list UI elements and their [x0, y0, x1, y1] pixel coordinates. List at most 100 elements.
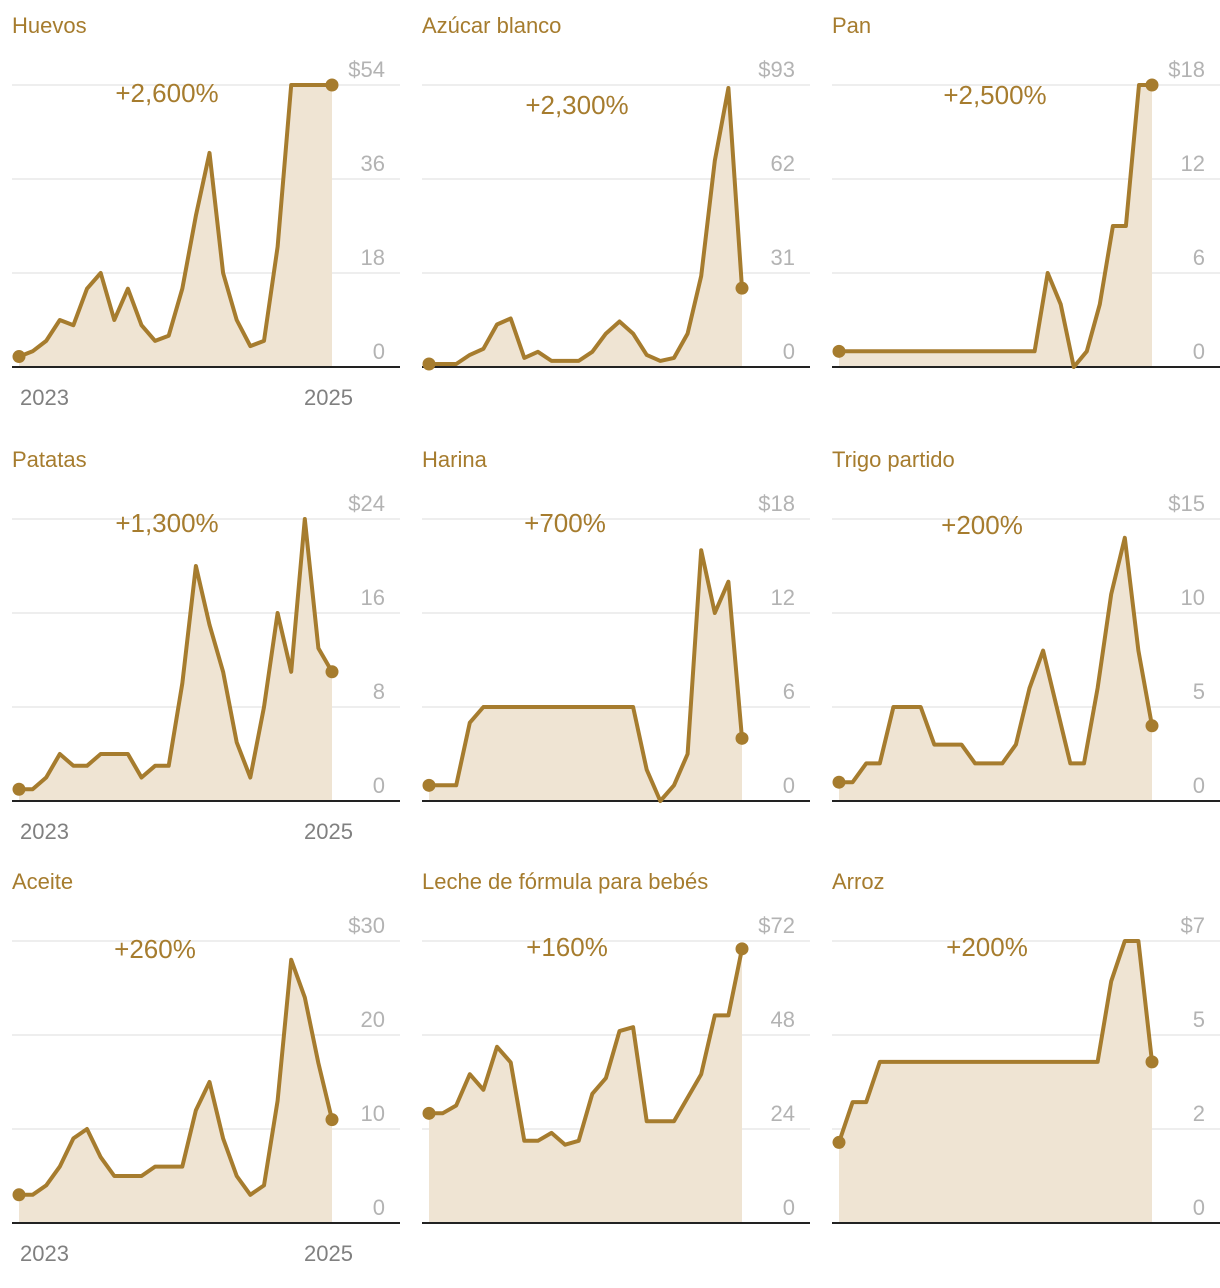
end-point [1145, 1055, 1159, 1069]
series-area [839, 941, 1152, 1223]
chart-panel: Azúcar blanco $93 62 31 0 +2,300% [422, 12, 822, 432]
y-tick-label: 2 [1193, 1101, 1205, 1126]
y-tick-label: 48 [771, 1007, 795, 1032]
chart-title: Leche de fórmula para bebés [422, 869, 708, 894]
percent-change-label: +700% [524, 508, 606, 538]
series-line [427, 946, 744, 1147]
start-point [12, 1188, 26, 1202]
y-tick-label: $24 [348, 491, 385, 516]
series-line [17, 83, 334, 359]
series-area [429, 948, 742, 1223]
chart-panel: Leche de fórmula para bebés $72 48 24 0 +160% [422, 868, 822, 1288]
end-point [1145, 78, 1159, 92]
y-tick-label: 0 [373, 339, 385, 364]
percent-change-label: +160% [526, 932, 608, 962]
chart-title: Arroz [832, 869, 885, 894]
series-area [839, 85, 1152, 367]
percent-change-label: +200% [946, 932, 1028, 962]
start-point [422, 778, 436, 792]
end-point [735, 942, 749, 956]
y-tick-label: 5 [1193, 679, 1205, 704]
start-point [422, 1106, 436, 1120]
y-tick-label: 0 [373, 1195, 385, 1220]
chart-svg: Azúcar blanco $93 62 31 0 +2,300% [422, 13, 810, 371]
chart-panel: Huevos $54 36 18 0 2023 2025 +2,600% [12, 12, 412, 432]
percent-change-label: +2,300% [525, 90, 628, 120]
chart-svg: Patatas $24 16 8 0 2023 2025 +1,300% [12, 447, 400, 844]
y-tick-label: 12 [771, 585, 795, 610]
percent-change-label: +200% [941, 510, 1023, 540]
x-tick-label: 2023 [20, 819, 69, 844]
x-tick-label: 2025 [304, 385, 353, 410]
chart-svg: Leche de fórmula para bebés $72 48 24 0 +160% [422, 869, 810, 1224]
chart-svg: Aceite $30 20 10 0 2023 2025 +260% [12, 869, 400, 1266]
start-point [832, 775, 846, 789]
chart-title: Harina [422, 447, 488, 472]
series-area [429, 550, 742, 801]
x-tick-label: 2025 [304, 1241, 353, 1266]
y-tick-label: $18 [758, 491, 795, 516]
y-tick-label: 6 [783, 679, 795, 704]
y-tick-label: 12 [1181, 151, 1205, 176]
y-tick-label: 18 [361, 245, 385, 270]
y-tick-label: 36 [361, 151, 385, 176]
start-point [832, 1135, 846, 1149]
y-tick-label: 0 [373, 773, 385, 798]
series-line [837, 535, 1154, 785]
series-area [19, 85, 332, 367]
percent-change-label: +2,600% [115, 78, 218, 108]
series-line [17, 517, 334, 792]
y-tick-label: $7 [1181, 913, 1205, 938]
x-tick-label: 2023 [20, 385, 69, 410]
end-point [325, 78, 339, 92]
series-line [427, 86, 744, 366]
y-tick-label: 10 [361, 1101, 385, 1126]
y-tick-label: 62 [771, 151, 795, 176]
y-tick-label: $54 [348, 57, 385, 82]
percent-change-label: +1,300% [115, 508, 218, 538]
chart-svg: Pan $18 12 6 0 +2,500% [832, 13, 1220, 369]
series-area [19, 959, 332, 1223]
chart-panel: Patatas $24 16 8 0 2023 2025 +1,300% [12, 446, 412, 866]
start-point [12, 782, 26, 796]
y-tick-label: $30 [348, 913, 385, 938]
series-line [837, 83, 1154, 369]
chart-title: Aceite [12, 869, 73, 894]
y-tick-label: $93 [758, 57, 795, 82]
end-point [325, 665, 339, 679]
chart-panel: Harina $18 12 6 0 +700% [422, 446, 822, 866]
chart-title: Patatas [12, 447, 87, 472]
end-point [735, 731, 749, 745]
chart-panel: Pan $18 12 6 0 +2,500% [832, 12, 1220, 432]
chart-svg: Trigo partido $15 10 5 0 +200% [832, 447, 1220, 802]
chart-svg: Arroz $7 5 2 0 +200% [832, 869, 1220, 1224]
start-point [832, 344, 846, 358]
series-line [427, 548, 744, 803]
series-line [17, 957, 334, 1197]
series-area [839, 537, 1152, 801]
chart-title: Pan [832, 13, 871, 38]
y-tick-label: 5 [1193, 1007, 1205, 1032]
y-tick-label: 8 [373, 679, 385, 704]
chart-title: Trigo partido [832, 447, 955, 472]
y-tick-label: 10 [1181, 585, 1205, 610]
series-area [429, 88, 742, 367]
end-point [1145, 719, 1159, 733]
y-tick-label: 0 [1193, 1195, 1205, 1220]
percent-change-label: +2,500% [943, 80, 1046, 110]
chart-panel: Arroz $7 5 2 0 +200% [832, 868, 1220, 1288]
y-tick-label: 6 [1193, 245, 1205, 270]
chart-panel: Trigo partido $15 10 5 0 +200% [832, 446, 1220, 866]
y-tick-label: 0 [1193, 773, 1205, 798]
y-tick-label: 24 [771, 1101, 795, 1126]
y-tick-label: 0 [783, 339, 795, 364]
y-tick-label: $72 [758, 913, 795, 938]
start-point [422, 357, 436, 371]
end-point [325, 1113, 339, 1127]
chart-svg: Harina $18 12 6 0 +700% [422, 447, 810, 803]
y-tick-label: 0 [1193, 339, 1205, 364]
chart-title: Azúcar blanco [422, 13, 561, 38]
y-tick-label: 0 [783, 1195, 795, 1220]
x-tick-label: 2023 [20, 1241, 69, 1266]
